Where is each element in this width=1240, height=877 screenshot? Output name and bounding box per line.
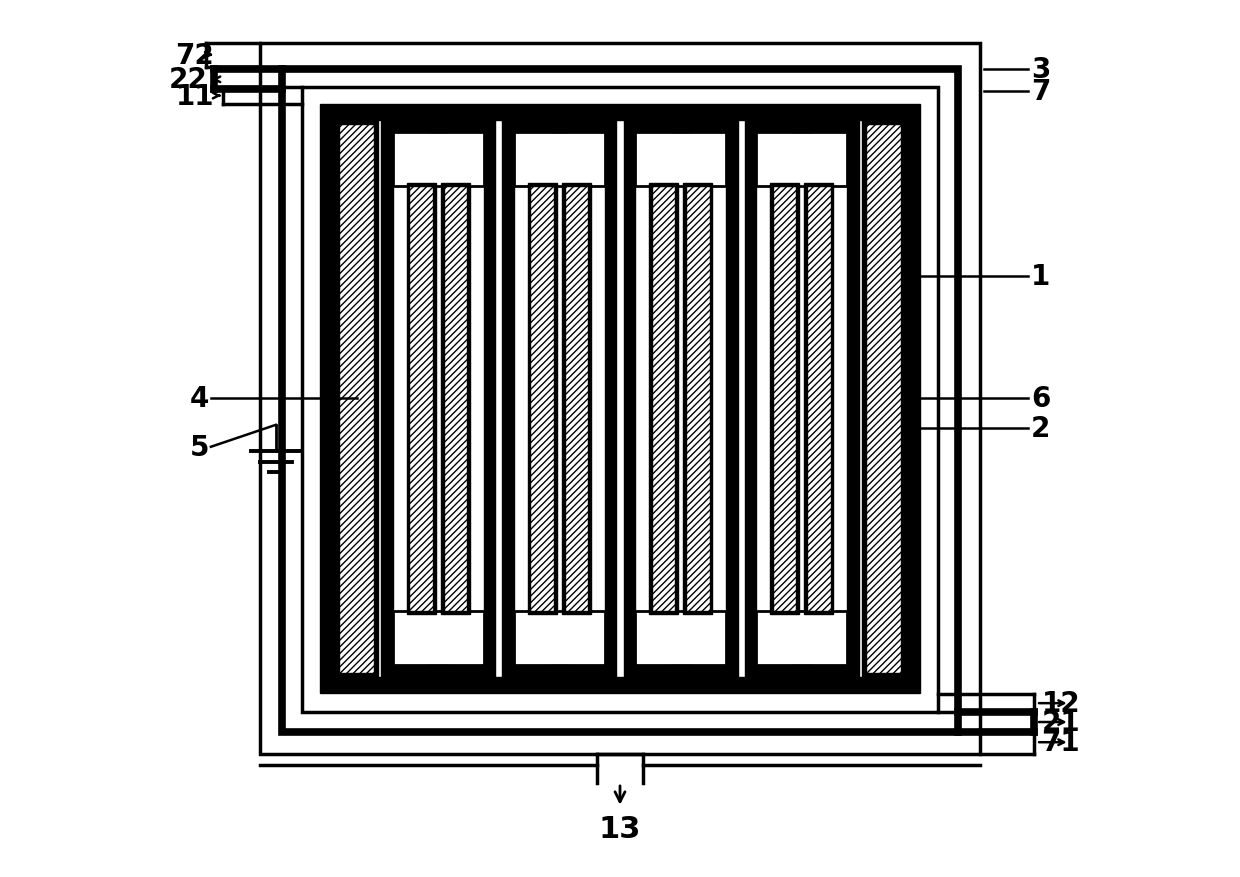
Text: 71: 71 (1042, 729, 1080, 756)
Polygon shape (409, 187, 433, 611)
Polygon shape (756, 611, 847, 666)
Text: 6: 6 (1030, 385, 1050, 413)
Polygon shape (336, 121, 904, 677)
Polygon shape (792, 121, 811, 132)
Polygon shape (635, 132, 727, 666)
Text: 4: 4 (190, 385, 210, 413)
Polygon shape (549, 666, 569, 677)
Text: 2: 2 (1030, 415, 1050, 442)
Polygon shape (407, 184, 435, 614)
Polygon shape (562, 184, 591, 614)
Polygon shape (671, 666, 691, 677)
Polygon shape (745, 121, 859, 677)
Polygon shape (624, 121, 738, 677)
Text: 1: 1 (1030, 263, 1050, 290)
Text: 22: 22 (169, 67, 207, 94)
Text: 13: 13 (599, 814, 641, 844)
Text: 3: 3 (1030, 56, 1050, 84)
Polygon shape (805, 184, 833, 614)
Polygon shape (862, 121, 904, 677)
Polygon shape (564, 187, 589, 611)
Polygon shape (866, 125, 901, 674)
Text: 12: 12 (1042, 689, 1080, 717)
Polygon shape (429, 121, 448, 132)
Polygon shape (429, 666, 448, 677)
Text: 7: 7 (1030, 78, 1050, 106)
Polygon shape (770, 184, 799, 614)
Polygon shape (393, 132, 484, 187)
Polygon shape (513, 132, 605, 666)
Polygon shape (671, 121, 691, 132)
Polygon shape (683, 184, 712, 614)
Polygon shape (502, 121, 616, 677)
Text: 11: 11 (176, 82, 215, 111)
Polygon shape (756, 132, 847, 187)
Polygon shape (513, 132, 605, 187)
Polygon shape (649, 184, 678, 614)
Polygon shape (792, 666, 811, 677)
Polygon shape (773, 187, 796, 611)
Polygon shape (756, 132, 847, 666)
Polygon shape (651, 187, 676, 611)
Text: 5: 5 (190, 433, 210, 461)
Polygon shape (381, 121, 495, 677)
Polygon shape (686, 187, 709, 611)
Polygon shape (531, 187, 554, 611)
Polygon shape (549, 121, 569, 132)
Text: 72: 72 (176, 42, 215, 69)
Polygon shape (444, 187, 467, 611)
Polygon shape (513, 611, 605, 666)
Polygon shape (393, 611, 484, 666)
Polygon shape (336, 121, 378, 677)
Polygon shape (635, 611, 727, 666)
Polygon shape (320, 105, 920, 693)
Polygon shape (339, 125, 374, 674)
Polygon shape (635, 132, 727, 187)
Polygon shape (528, 184, 557, 614)
Polygon shape (393, 132, 484, 666)
Polygon shape (807, 187, 831, 611)
Polygon shape (441, 184, 470, 614)
Text: 21: 21 (1042, 709, 1080, 736)
